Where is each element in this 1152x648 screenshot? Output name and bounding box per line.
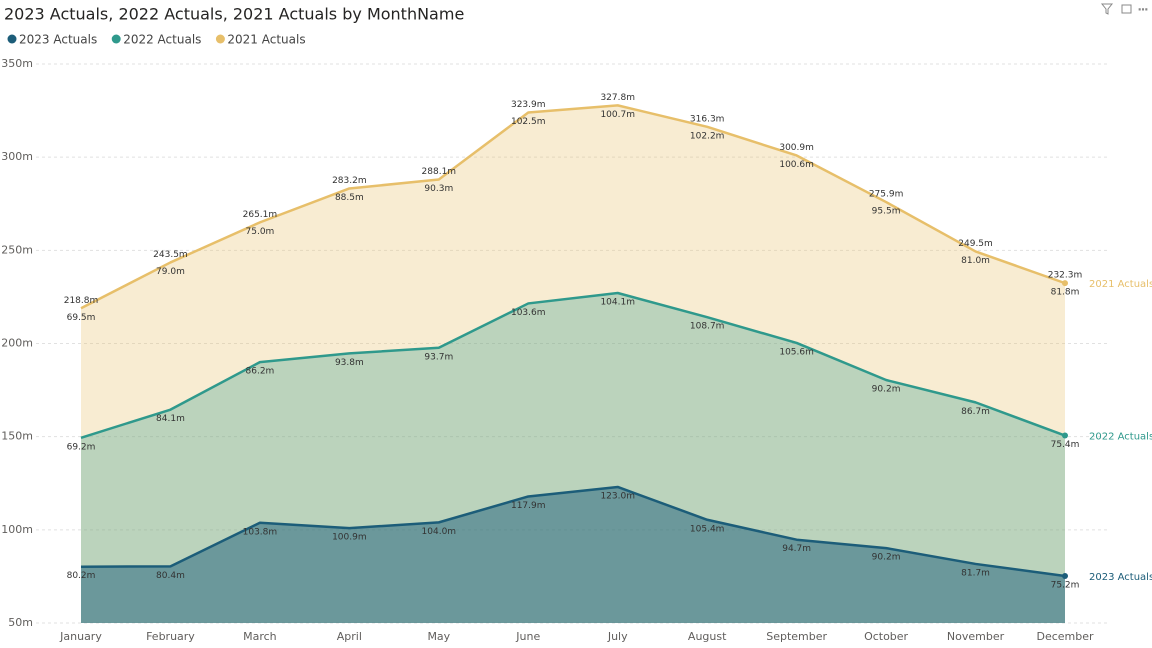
x-tick-label: June [515,630,540,643]
y-tick-label: 300m [1,150,33,163]
data-label: 100.9m [332,533,367,543]
data-label: 81.8m [1051,288,1080,298]
data-label: 103.8m [243,527,278,537]
y-tick-label: 150m [1,430,33,443]
legend-label: 2022 Actuals [123,33,201,47]
data-label: 81.0m [961,256,990,266]
x-tick-label: July [607,630,628,643]
series-end-label: 2023 Actuals [1089,572,1152,583]
end-marker [1062,280,1068,287]
chart-title: 2023 Actuals, 2022 Actuals, 2021 Actuals… [4,5,464,24]
line [80,104,1066,310]
data-label: 90.2m [872,553,901,563]
data-label: 80.4m [156,571,185,581]
x-tick-label: August [688,630,727,643]
legend-marker [215,34,225,44]
data-label: 75.4m [1051,440,1080,450]
total-label: 218.8m [64,296,99,306]
line [80,485,1066,578]
data-label: 93.7m [424,352,453,362]
data-label: 88.5m [335,193,364,203]
end-marker [1062,573,1068,580]
data-label: 117.9m [511,501,546,511]
x-tick-label: May [427,630,450,643]
header-icons[interactable]: … [1100,2,1149,15]
total-label: 323.9m [511,100,546,110]
legend-marker [111,34,121,44]
y-tick-label: 350m [1,57,33,70]
data-label: 105.4m [690,524,725,534]
filter-icon[interactable] [1100,3,1114,15]
legend-marker [7,34,17,44]
data-label: 123.0m [600,491,635,501]
end-marker [1062,432,1068,439]
data-label: 95.5m [872,207,901,217]
x-tick-label: February [146,630,195,643]
data-label: 94.7m [782,544,811,554]
data-label: 102.5m [511,117,546,127]
area-fill [81,105,1065,624]
data-label: 90.3m [424,184,453,194]
data-label: 75.2m [1051,581,1080,591]
series-end-label: 2022 Actuals [1089,432,1152,443]
data-label: 79.0m [156,267,185,277]
data-label: 84.1m [156,414,185,424]
y-tick-label: 50m [8,616,33,629]
total-label: 283.2m [332,176,367,186]
more-icon[interactable]: … [1138,2,1149,14]
x-tick-label: March [243,630,277,643]
data-label: 104.1m [600,298,635,308]
x-tick-label: November [947,630,1005,643]
x-tick-label: April [337,630,362,643]
data-label: 108.7m [690,322,725,332]
x-tick-label: September [766,630,827,643]
area-fill [81,486,1065,623]
x-tick-label: October [864,630,908,643]
total-label: 243.5m [153,250,188,260]
total-label: 275.9m [869,190,904,200]
data-label: 104.0m [422,527,457,537]
data-label: 75.0m [246,227,275,237]
data-label: 93.8m [335,358,364,368]
total-label: 232.3m [1048,271,1083,281]
focus-icon[interactable] [1121,4,1132,14]
series-end-label: 2021 Actuals [1089,279,1152,290]
legend-label: 2021 Actuals [227,33,305,47]
data-label: 86.7m [961,407,990,417]
data-label: 90.2m [872,385,901,395]
total-label: 327.8m [600,93,635,103]
data-label: 100.6m [779,160,814,170]
total-label: 316.3m [690,114,725,124]
total-label: 300.9m [779,143,814,153]
total-label: 265.1m [243,210,278,220]
total-label: 249.5m [958,239,993,249]
data-label: 69.5m [67,313,96,323]
data-label: 69.2m [67,442,96,452]
x-tick-label: December [1036,630,1094,643]
data-label: 100.7m [600,110,635,120]
y-tick-label: 200m [1,337,33,350]
x-tick-label: January [59,630,102,643]
data-label: 81.7m [961,568,990,578]
data-label: 80.2m [67,571,96,581]
data-label: 86.2m [246,367,275,377]
y-tick-label: 100m [1,523,33,536]
y-tick-label: 250m [1,243,33,256]
line [80,291,1066,439]
legend-label: 2023 Actuals [19,33,97,47]
data-label: 103.6m [511,308,546,318]
data-label: 105.6m [779,347,814,357]
total-label: 288.1m [422,167,457,177]
data-label: 102.2m [690,131,725,141]
